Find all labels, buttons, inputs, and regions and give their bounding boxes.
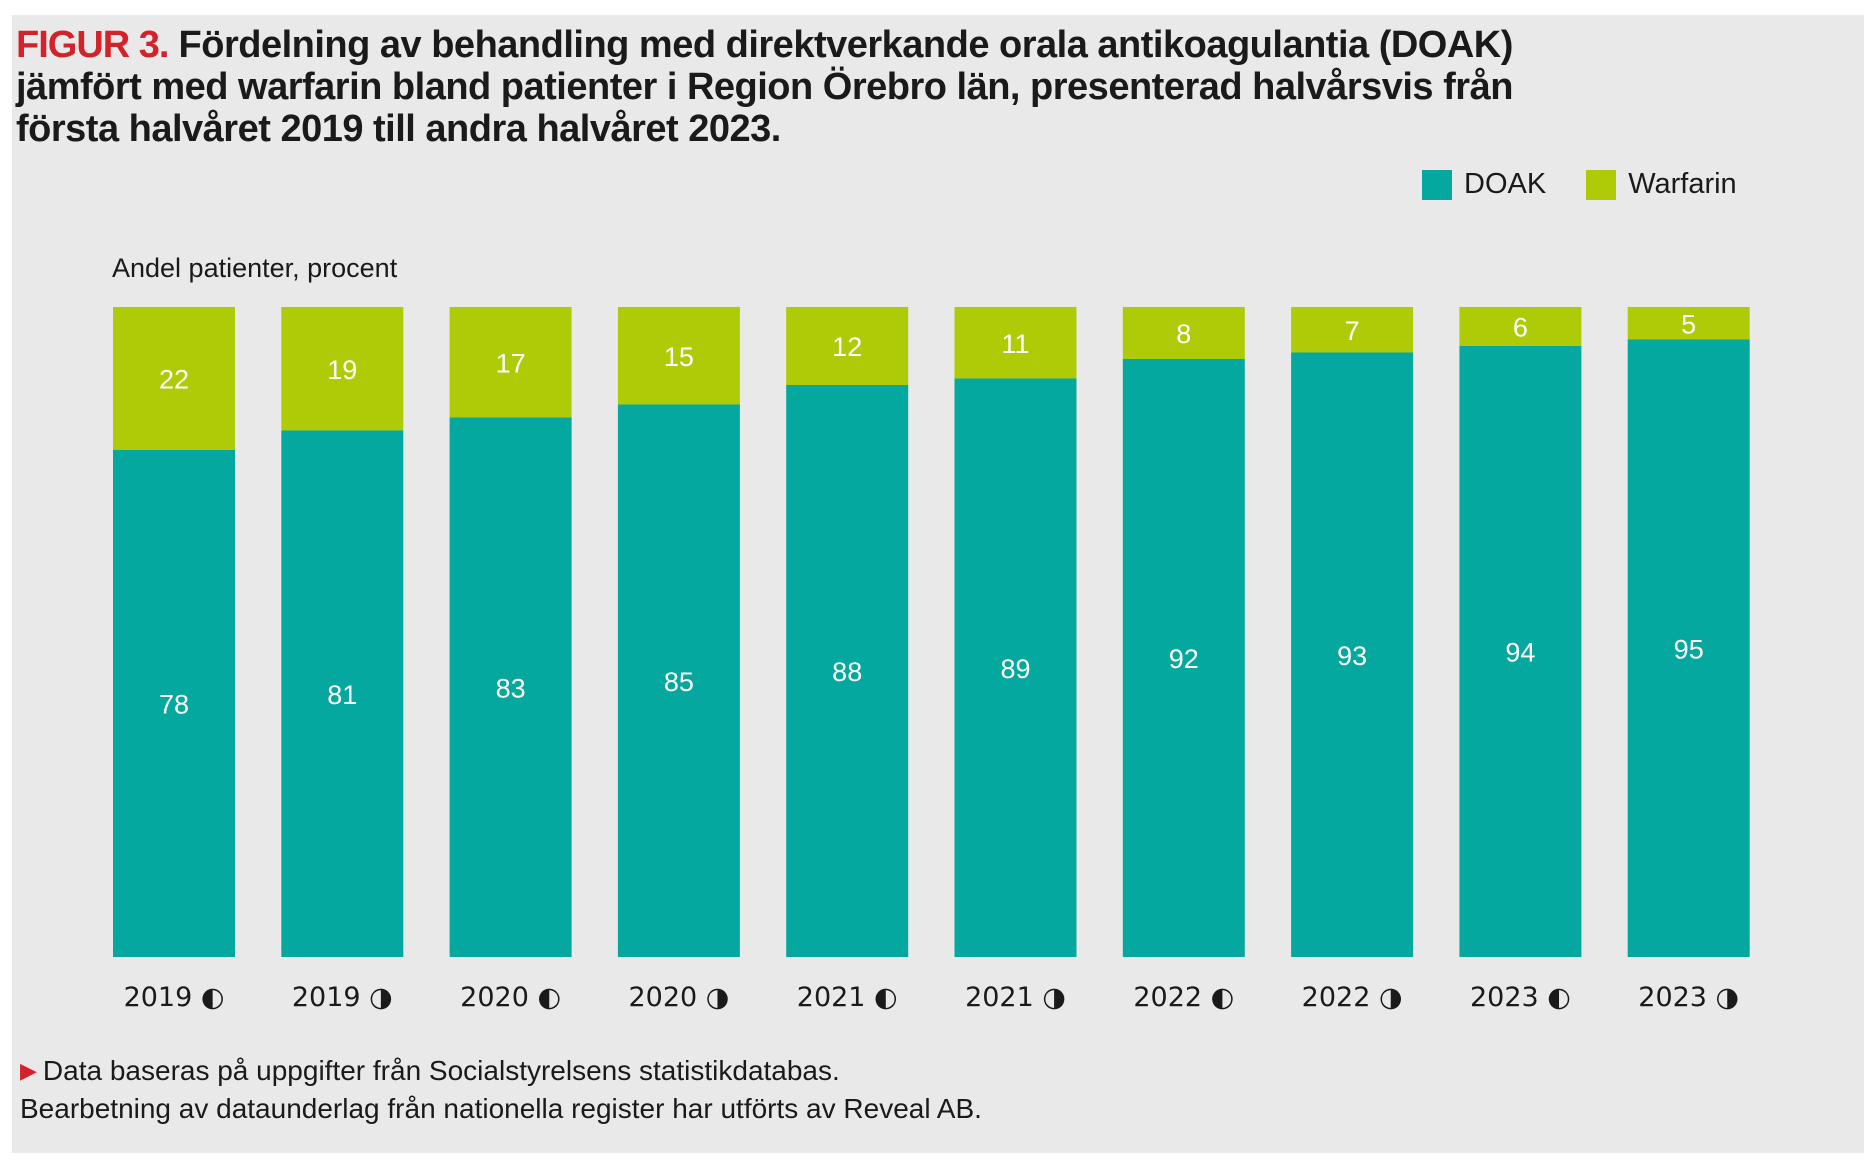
- bar-doak-9: [1627, 339, 1750, 957]
- data-label-warfarin-3: 15: [664, 342, 694, 372]
- bar-doak-2: [449, 417, 572, 957]
- data-label-doak-7: 93: [1337, 641, 1367, 671]
- legend-swatch-warfarin: [1586, 169, 1617, 200]
- bar-warfarin-6: [1122, 307, 1245, 359]
- x-tick-label-6: 2022 ◐: [1133, 982, 1234, 1013]
- data-label-doak-6: 92: [1169, 644, 1199, 674]
- x-tick-label-4: 2021 ◐: [797, 982, 898, 1013]
- footnote-text-1: Data baseras på uppgifter från Socialsty…: [42, 1055, 840, 1086]
- data-label-doak-8: 94: [1505, 638, 1535, 668]
- legend-item-warfarin: Warfarin: [1586, 168, 1737, 201]
- data-label-warfarin-6: 8: [1176, 319, 1191, 349]
- bar-warfarin-1: [281, 307, 404, 431]
- data-label-doak-5: 89: [1000, 654, 1030, 684]
- x-tick-label-1: 2019 ◑: [292, 982, 393, 1013]
- footnote: ▶ Data baseras på uppgifter från Socialst…: [20, 1052, 982, 1128]
- y-axis-label: Andel patienter, procent: [112, 253, 398, 283]
- data-label-warfarin-0: 22: [159, 365, 189, 395]
- bar-doak-8: [1459, 346, 1582, 957]
- data-label-doak-0: 78: [159, 690, 189, 720]
- data-label-doak-3: 85: [664, 667, 694, 697]
- legend-swatch-doak: [1422, 169, 1452, 200]
- chart-legend: DOAK Warfarin: [1422, 168, 1737, 201]
- triangle-bullet-icon: ▶: [20, 1058, 37, 1083]
- bar-doak-1: [281, 430, 404, 957]
- legend-label-warfarin: Warfarin: [1628, 168, 1737, 200]
- data-label-warfarin-2: 17: [496, 348, 526, 378]
- bar-warfarin-0: [113, 307, 235, 450]
- x-tick-label-9: 2023 ◑: [1638, 982, 1739, 1013]
- x-tick-label-7: 2022 ◑: [1302, 982, 1403, 1013]
- bar-warfarin-5: [954, 307, 1077, 379]
- data-label-warfarin-7: 7: [1345, 316, 1360, 346]
- bar-warfarin-3: [617, 307, 740, 405]
- bar-warfarin-7: [1291, 307, 1414, 353]
- bar-doak-5: [954, 378, 1077, 957]
- x-tick-label-8: 2023 ◐: [1470, 982, 1571, 1013]
- x-tick-label-2: 2020 ◐: [460, 982, 561, 1013]
- data-label-doak-2: 83: [496, 673, 526, 703]
- data-label-warfarin-8: 6: [1513, 313, 1528, 343]
- legend-item-doak: DOAK: [1422, 168, 1546, 201]
- bar-doak-0: [113, 450, 235, 957]
- x-tick-label-0: 2019 ◐: [124, 982, 225, 1013]
- bar-warfarin-4: [786, 307, 909, 385]
- x-tick-label-5: 2021 ◑: [965, 982, 1066, 1013]
- footnote-line-1: ▶ Data baseras på uppgifter från Socialst…: [20, 1052, 982, 1090]
- figure-label: FIGUR 3.: [16, 24, 169, 66]
- figure-title-text: Fördelning av behandling med direktverka…: [16, 24, 1513, 150]
- data-label-warfarin-5: 11: [1001, 329, 1029, 359]
- figure-title: FIGUR 3. Fördelning av behandling med di…: [16, 24, 1516, 150]
- data-label-doak-9: 95: [1674, 634, 1704, 664]
- data-label-warfarin-1: 19: [327, 355, 357, 385]
- footnote-line-2: Bearbetning av dataunderlag från natione…: [20, 1093, 982, 1124]
- data-label-doak-4: 88: [832, 657, 862, 687]
- data-label-doak-1: 81: [327, 680, 357, 710]
- bar-warfarin-2: [449, 307, 572, 418]
- bar-doak-3: [617, 404, 740, 957]
- bar-warfarin-8: [1459, 307, 1582, 346]
- legend-label-doak: DOAK: [1464, 168, 1547, 200]
- bar-doak-6: [1122, 359, 1245, 957]
- bar-doak-7: [1291, 352, 1414, 957]
- data-label-warfarin-4: 12: [832, 332, 862, 362]
- x-tick-label-3: 2020 ◑: [628, 982, 729, 1013]
- data-label-warfarin-9: 5: [1681, 309, 1696, 339]
- bar-doak-4: [786, 385, 909, 957]
- bar-warfarin-9: [1627, 307, 1750, 340]
